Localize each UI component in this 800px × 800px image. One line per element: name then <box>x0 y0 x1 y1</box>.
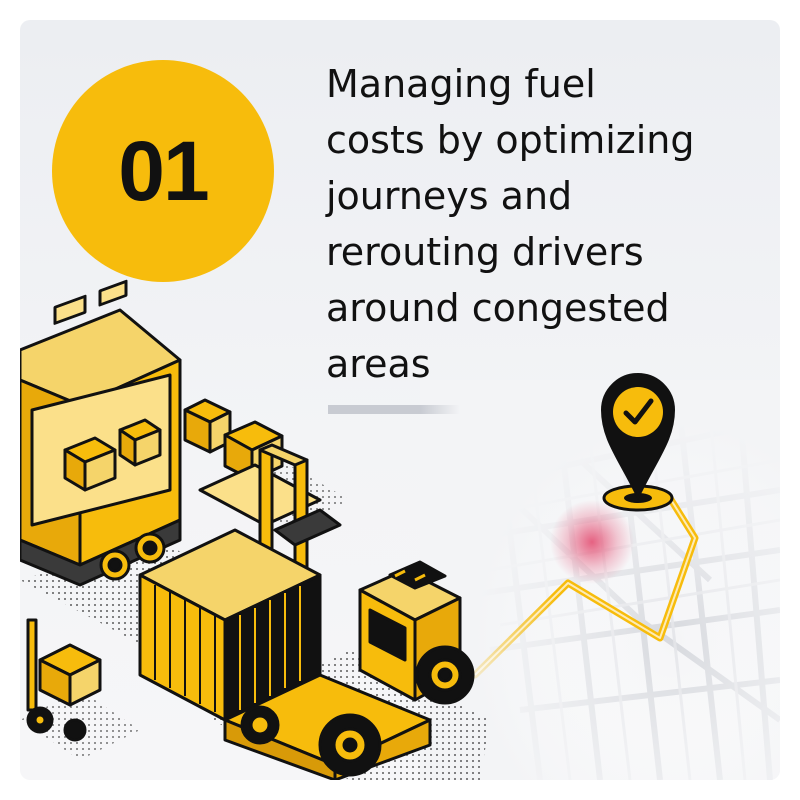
headline-line: areas <box>326 342 431 386</box>
headline-line: around congested <box>326 286 670 330</box>
container-truck <box>223 560 475 780</box>
headline-line: costs by optimizing <box>326 118 695 162</box>
headline: Managing fuel costs by optimizing journe… <box>326 56 766 392</box>
congestion-spot <box>550 500 634 584</box>
headline-line: journeys and <box>326 174 573 218</box>
headline-line: rerouting drivers <box>326 230 644 274</box>
shipping-container <box>138 528 322 722</box>
divider-bar <box>328 405 460 414</box>
step-number-badge: 01 <box>52 60 274 282</box>
infographic-card: 01 Managing fuel costs by optimizing jou… <box>20 20 780 780</box>
illustration <box>20 279 780 780</box>
truck-trailer <box>20 279 182 587</box>
hand-truck <box>26 618 102 742</box>
map-pin-checkmark-icon <box>600 373 676 512</box>
headline-line: Managing fuel <box>326 62 596 106</box>
step-number: 01 <box>118 123 209 218</box>
